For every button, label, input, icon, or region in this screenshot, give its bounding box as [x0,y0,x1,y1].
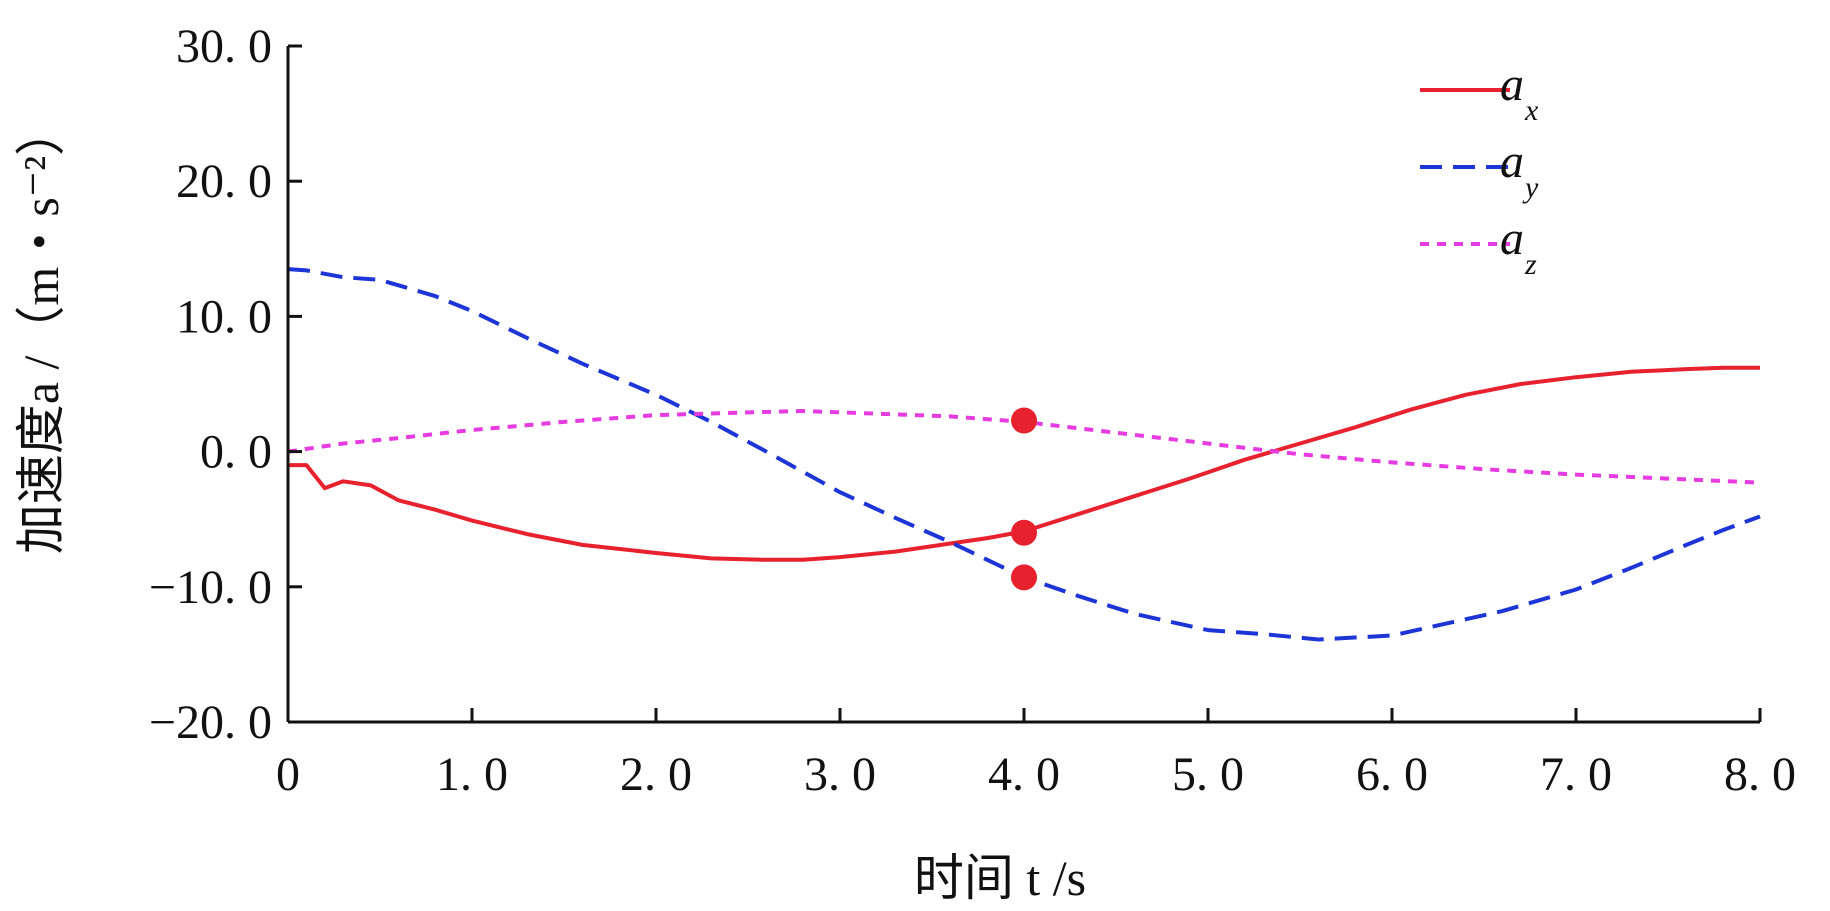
x-tick-label: 1. 0 [436,748,508,801]
x-tick-label: 5. 0 [1172,748,1244,801]
x-axis-title: 时间 t /s [914,850,1086,906]
series-markers [1011,407,1037,591]
x-tick-label: 0 [276,748,300,801]
legend-label-a_z: a [1500,212,1524,265]
x-tick-label: 6. 0 [1356,748,1428,801]
x-tick-label: 2. 0 [620,748,692,801]
y-tick-labels: 30. 0 20. 0 10. 0 0. 0 −10. 0 −20. 0 [149,20,272,749]
y-tick-label: −10. 0 [149,561,272,614]
y-tick-label: 0. 0 [200,426,272,479]
legend-label-a_y: a [1500,135,1524,188]
x-tick-label: 8. 0 [1724,748,1796,801]
y-tick-label: 10. 0 [176,290,272,343]
legend: a xa ya z [1420,58,1539,281]
y-axis-title: 加速度a /（m・s⁻²） [13,106,69,554]
legend-sub-a_z: z [1524,248,1537,281]
marker-a_x [1011,519,1037,546]
y-tick-label: 20. 0 [176,155,272,208]
x-tick-label: 3. 0 [804,748,876,801]
series-line-a_x [288,365,1760,562]
series-lines [287,267,1761,642]
legend-label-a_x: a [1500,58,1524,111]
marker-a_z [1011,407,1037,434]
x-tick-label: 4. 0 [988,748,1060,801]
legend-sub-a_x: x [1524,94,1539,127]
axes [286,44,1762,724]
y-tick-label: 30. 0 [176,20,272,73]
series-line-a_z [287,409,1761,485]
series-line-a_y [287,267,1761,642]
y-tick-label: −20. 0 [149,696,272,749]
x-tick-labels: 0 1. 0 2. 0 3. 0 4. 0 5. 0 6. 0 7. 0 8. 0 [276,748,1796,801]
x-tick-label: 7. 0 [1540,748,1612,801]
marker-a_y [1011,564,1037,591]
legend-sub-a_y: y [1522,171,1539,204]
